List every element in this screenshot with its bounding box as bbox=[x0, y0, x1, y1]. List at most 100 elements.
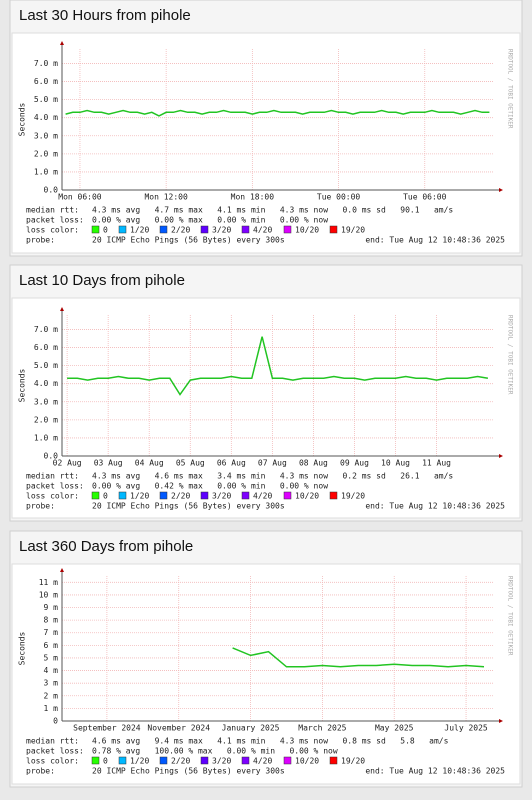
loss-label: 19/20 bbox=[341, 492, 365, 501]
loss-label: 0 bbox=[103, 492, 108, 501]
plot-area bbox=[62, 49, 493, 190]
y-tick-label: 10 m bbox=[39, 590, 58, 599]
y-tick-label: 7.0 m bbox=[34, 59, 58, 68]
loss-swatch bbox=[159, 225, 168, 234]
loss-label: 2/20 bbox=[171, 757, 190, 766]
y-tick-label: 6 m bbox=[44, 641, 59, 650]
loss-label: 1/20 bbox=[130, 226, 149, 235]
legend-label: probe: bbox=[26, 236, 55, 245]
loss-label: 3/20 bbox=[212, 226, 231, 235]
loss-swatch bbox=[241, 756, 250, 765]
legend-label: median rtt: bbox=[26, 472, 79, 481]
loss-swatch bbox=[118, 491, 127, 500]
end-time: end: Tue Aug 12 10:48:36 2025 bbox=[365, 236, 505, 245]
loss-label: 4/20 bbox=[253, 492, 272, 501]
x-tick-label: September 2024 bbox=[73, 724, 141, 733]
side-note: RRDTOOL / TOBI OETIKER bbox=[507, 576, 514, 656]
legend-label: probe: bbox=[26, 502, 55, 511]
y-tick-label: 0.0 bbox=[44, 452, 59, 461]
loss-label: 1/20 bbox=[130, 492, 149, 501]
end-time: end: Tue Aug 12 10:48:36 2025 bbox=[365, 767, 505, 776]
panel-title: Last 30 Hours from pihole bbox=[19, 7, 191, 24]
rtt-stats: 4.6 ms avg 9.4 ms max 4.1 ms min 4.3 ms … bbox=[92, 737, 449, 746]
loss-swatch bbox=[200, 491, 209, 500]
loss-swatch bbox=[159, 491, 168, 500]
x-tick-label: July 2025 bbox=[444, 724, 488, 733]
loss-swatch bbox=[283, 491, 292, 500]
rtt-stats: 4.3 ms avg 4.7 ms max 4.1 ms min 4.3 ms … bbox=[92, 206, 453, 215]
loss-stats: 0.00 % avg 0.00 % max 0.00 % min 0.00 % … bbox=[92, 216, 328, 225]
loss-label: 4/20 bbox=[253, 757, 272, 766]
y-tick-label: 4.0 m bbox=[34, 113, 58, 122]
y-tick-label: 1.0 m bbox=[34, 433, 58, 442]
y-tick-label: 9 m bbox=[44, 603, 59, 612]
y-axis-label: Seconds bbox=[18, 368, 27, 402]
legend-label: median rtt: bbox=[26, 737, 79, 746]
x-tick-label: January 2025 bbox=[222, 724, 280, 733]
rtt-stats: 4.3 ms avg 4.6 ms max 3.4 ms min 4.3 ms … bbox=[92, 472, 453, 481]
loss-label: 19/20 bbox=[341, 226, 365, 235]
loss-stats: 0.78 % avg 100.00 % max 0.00 % min 0.00 … bbox=[92, 747, 338, 756]
loss-label: 4/20 bbox=[253, 226, 272, 235]
y-tick-label: 1 m bbox=[44, 704, 59, 713]
x-tick-label: March 2025 bbox=[298, 724, 346, 733]
loss-swatch bbox=[200, 756, 209, 765]
x-tick-label: 05 Aug bbox=[176, 459, 205, 468]
plot-area bbox=[62, 315, 493, 456]
loss-swatch bbox=[200, 225, 209, 234]
loss-swatch bbox=[91, 756, 100, 765]
loss-swatch bbox=[241, 491, 250, 500]
loss-label: 3/20 bbox=[212, 757, 231, 766]
legend-label: packet loss: bbox=[26, 216, 84, 225]
y-tick-label: 5 m bbox=[44, 653, 59, 662]
x-tick-label: Mon 18:00 bbox=[231, 193, 275, 202]
y-tick-label: 7.0 m bbox=[34, 325, 58, 334]
loss-label: 0 bbox=[103, 757, 108, 766]
x-tick-label: 10 Aug bbox=[381, 459, 410, 468]
legend-label: packet loss: bbox=[26, 747, 84, 756]
loss-swatch bbox=[329, 491, 338, 500]
axis-arrow bbox=[60, 568, 64, 572]
y-tick-label: 6.0 m bbox=[34, 77, 58, 86]
x-tick-label: November 2024 bbox=[147, 724, 210, 733]
loss-swatch bbox=[91, 225, 100, 234]
y-tick-label: 4.0 m bbox=[34, 379, 58, 388]
x-tick-label: 06 Aug bbox=[217, 459, 246, 468]
axis-arrow bbox=[499, 454, 503, 458]
axis-arrow bbox=[499, 188, 503, 192]
y-tick-label: 0.0 bbox=[44, 186, 59, 195]
median-line bbox=[232, 647, 485, 668]
loss-swatch bbox=[329, 225, 338, 234]
axis-arrow bbox=[60, 307, 64, 311]
loss-label: 10/20 bbox=[295, 492, 319, 501]
y-tick-label: 11 m bbox=[39, 578, 58, 587]
x-tick-label: 09 Aug bbox=[340, 459, 369, 468]
y-tick-label: 6.0 m bbox=[34, 343, 58, 352]
plot-area bbox=[62, 576, 493, 721]
loss-label: 2/20 bbox=[171, 226, 190, 235]
loss-label: 10/20 bbox=[295, 757, 319, 766]
axis-arrow bbox=[60, 41, 64, 45]
loss-swatch bbox=[91, 491, 100, 500]
x-tick-label: 02 Aug bbox=[53, 459, 82, 468]
x-tick-label: Tue 06:00 bbox=[403, 193, 447, 202]
probe: 20 ICMP Echo Pings (56 Bytes) every 300s bbox=[92, 502, 285, 511]
y-tick-label: 1.0 m bbox=[34, 167, 58, 176]
legend-label: packet loss: bbox=[26, 482, 84, 491]
loss-label: 2/20 bbox=[171, 492, 190, 501]
loss-swatch bbox=[283, 756, 292, 765]
y-axis-label: Seconds bbox=[18, 102, 27, 136]
panel-title: Last 360 Days from pihole bbox=[19, 538, 193, 555]
median-line bbox=[65, 109, 490, 117]
loss-swatch bbox=[329, 756, 338, 765]
y-tick-label: 0 bbox=[53, 717, 58, 726]
end-time: end: Tue Aug 12 10:48:36 2025 bbox=[365, 502, 505, 511]
y-tick-label: 2.0 m bbox=[34, 149, 58, 158]
x-tick-label: Mon 06:00 bbox=[58, 193, 102, 202]
loss-swatch bbox=[241, 225, 250, 234]
probe: 20 ICMP Echo Pings (56 Bytes) every 300s bbox=[92, 236, 285, 245]
x-tick-label: 08 Aug bbox=[299, 459, 328, 468]
y-tick-label: 2.0 m bbox=[34, 415, 58, 424]
side-note: RRDTOOL / TOBI OETIKER bbox=[507, 49, 514, 129]
y-axis-label: Seconds bbox=[18, 631, 27, 665]
